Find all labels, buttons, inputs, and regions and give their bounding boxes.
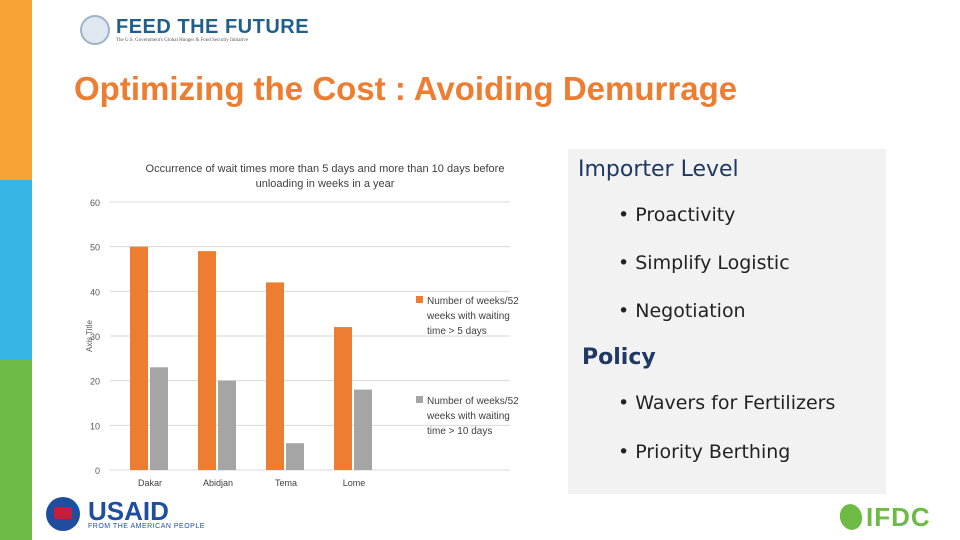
bar (266, 282, 284, 470)
ifdc-name: IFDC (866, 501, 931, 532)
y-tick-label: 30 (90, 332, 100, 342)
x-tick-label: Tema (275, 478, 297, 488)
ifdc-logo: IFDC (837, 501, 931, 533)
y-tick-label: 40 (90, 287, 100, 297)
importer-item-label: Simplify Logistic (635, 252, 790, 274)
bar (198, 251, 216, 470)
seal-icon (80, 15, 110, 45)
y-tick-label: 60 (90, 198, 100, 208)
y-tick-label: 20 (90, 377, 100, 387)
y-tick-label: 50 (90, 243, 100, 253)
legend-label: time > 5 days (427, 326, 487, 337)
y-tick-label: 10 (90, 421, 100, 431)
policy-item-label: Priority Berthing (635, 441, 791, 463)
side-stripe-green (0, 360, 32, 540)
legend-label: Number of weeks/52 (427, 296, 519, 307)
bar (218, 380, 236, 470)
y-axis-title: Axis Title (85, 319, 94, 352)
chart-title: Occurrence of wait times more than 5 day… (146, 163, 505, 175)
bar (354, 389, 372, 470)
usaid-tagline: FROM THE AMERICAN PEOPLE (88, 522, 205, 530)
x-tick-label: Lome (343, 478, 366, 488)
legend-swatch (416, 296, 423, 303)
bar (150, 367, 168, 470)
importer-item: • Negotiation (618, 300, 746, 322)
policy-item-label: Wavers for Fertilizers (635, 392, 836, 414)
legend-swatch (416, 396, 423, 403)
legend-label: Number of weeks/52 (427, 396, 519, 407)
feed-the-future-logo: FEED THE FUTURE The U.S. Government's Gl… (80, 12, 309, 48)
bar (334, 327, 352, 470)
importer-item: • Proactivity (618, 204, 736, 226)
legend-label: time > 10 days (427, 426, 492, 437)
leaf-icon (837, 501, 865, 533)
policy-item: • Wavers for Fertilizers (618, 392, 836, 414)
side-stripe-blue (0, 180, 32, 360)
bar-chart: Occurrence of wait times more than 5 day… (60, 150, 560, 495)
chart-svg: Occurrence of wait times more than 5 day… (85, 163, 519, 488)
policy-heading: Policy (582, 345, 656, 370)
importer-heading: Importer Level (578, 157, 739, 182)
importer-item-label: Proactivity (635, 204, 736, 226)
policy-item: • Priority Berthing (618, 441, 791, 463)
usaid-seal-icon (46, 497, 80, 531)
importer-item: • Simplify Logistic (618, 252, 790, 274)
legend-label: weeks with waiting (426, 411, 510, 422)
usaid-logo: USAID FROM THE AMERICAN PEOPLE (46, 496, 205, 532)
y-tick-label: 0 (95, 466, 100, 476)
importer-item-label: Negotiation (635, 300, 746, 322)
slide-title: Optimizing the Cost : Avoiding Demurrage (74, 70, 738, 107)
chart-title: unloading in weeks in a year (256, 178, 395, 190)
x-tick-label: Dakar (138, 478, 162, 488)
bar (130, 246, 148, 470)
usaid-name: USAID (88, 495, 169, 526)
logo-tagline: The U.S. Government's Global Hunger & Fo… (116, 37, 248, 43)
side-stripe-orange (0, 0, 32, 180)
x-tick-label: Abidjan (203, 478, 233, 488)
logo-name: FEED THE FUTURE (116, 15, 310, 38)
bar (286, 443, 304, 470)
side-panel: Importer Level • Proactivity • Simplify … (568, 149, 886, 494)
legend-label: weeks with waiting (426, 311, 510, 322)
